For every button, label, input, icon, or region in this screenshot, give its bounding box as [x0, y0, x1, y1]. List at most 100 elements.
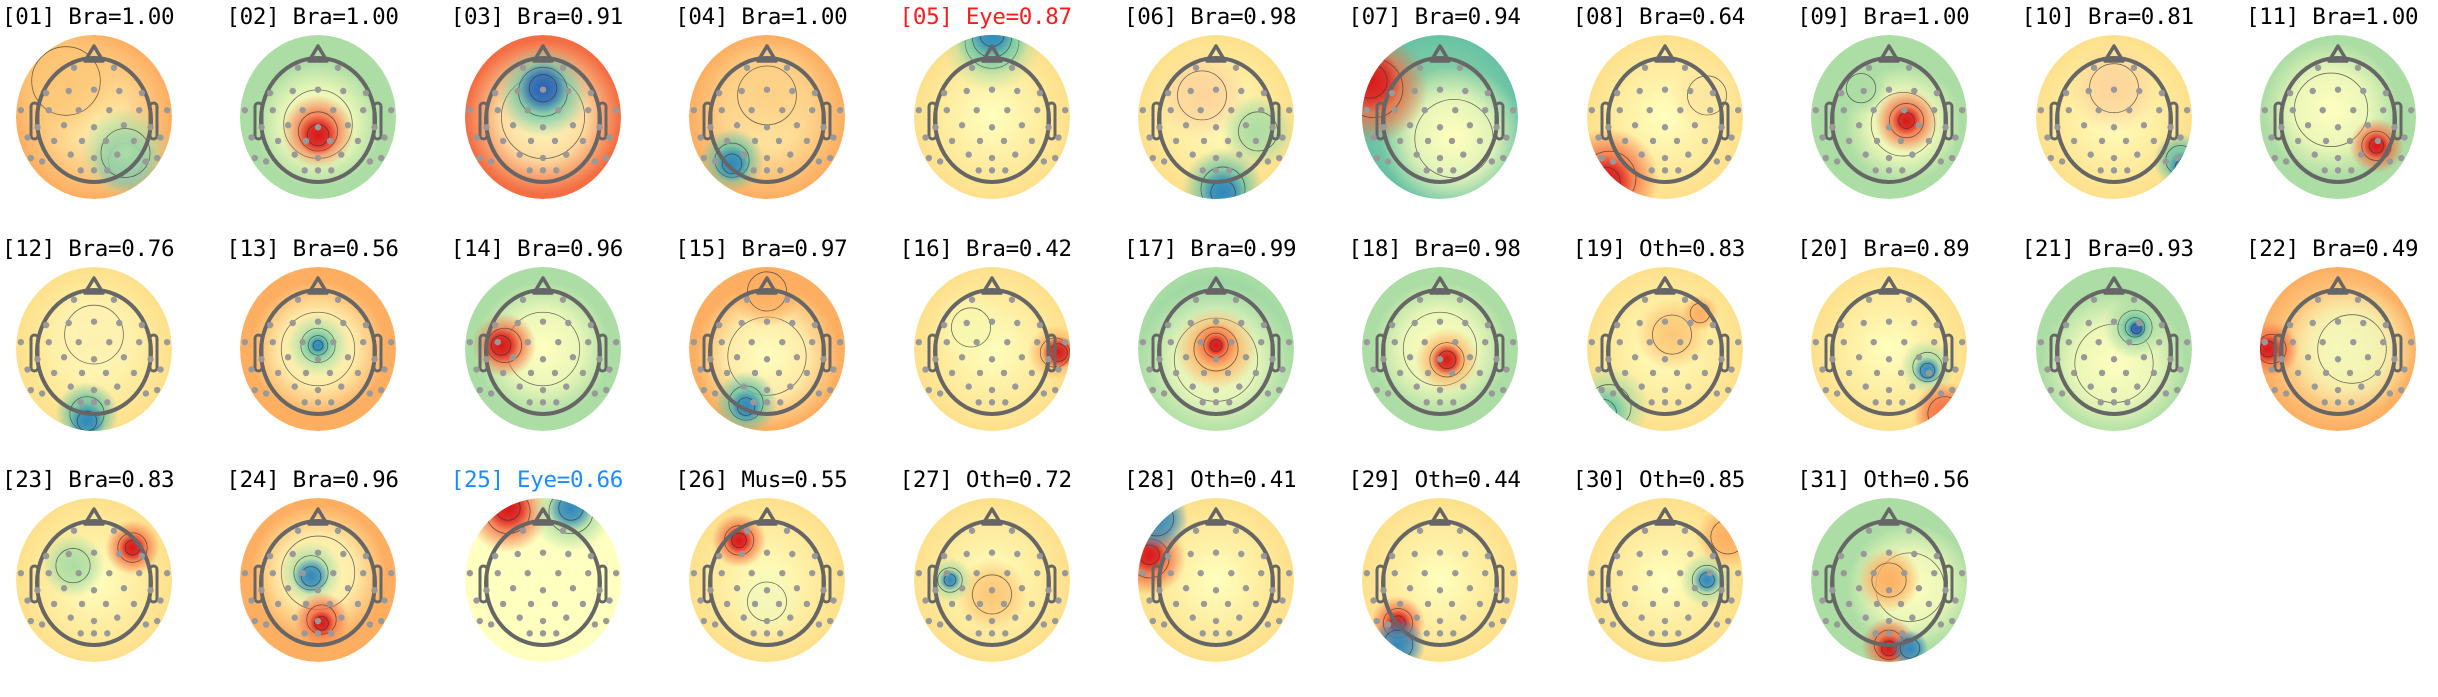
- electrode-dot: [1661, 86, 1668, 93]
- contour-line: [950, 306, 991, 347]
- scalp-topomap: [2260, 35, 2416, 199]
- electrode-dot: [1911, 319, 1918, 326]
- left-ear-icon: [927, 333, 938, 372]
- electrode-dot: [748, 106, 756, 114]
- electrode-dot: [820, 355, 827, 362]
- component-19: [19] Oth=0.83: [1573, 234, 1797, 466]
- electrode-dot: [102, 600, 110, 608]
- right-ear-icon: [597, 564, 608, 604]
- electrode-dot: [1000, 369, 1007, 376]
- electrode-dot: [2271, 386, 2279, 393]
- electrode-dot: [301, 167, 309, 174]
- contour-line: [1898, 112, 1915, 129]
- electrode-dot: [1449, 600, 1456, 608]
- electrode-dot: [1437, 630, 1444, 637]
- electrode-dot: [1500, 617, 1507, 625]
- electrode-dot: [752, 137, 759, 145]
- electrode-dot: [539, 167, 546, 174]
- electrode-dot: [1959, 106, 1966, 114]
- electrode-dot: [2062, 321, 2069, 328]
- electrode-dot: [809, 569, 816, 577]
- electrode-dot: [1709, 89, 1716, 97]
- activation-blob: [1221, 95, 1294, 168]
- component-24: [24] Bra=0.96: [226, 465, 450, 697]
- electrode-dot: [75, 338, 82, 345]
- electrode-dot: [1493, 124, 1501, 131]
- electrode-dot: [1959, 338, 1966, 345]
- electrode-dot: [2360, 87, 2367, 95]
- activation-blob: [968, 35, 1015, 57]
- electrode-dot: [2110, 167, 2117, 174]
- electrode-dot: [1856, 585, 1863, 592]
- electrode-dot: [2085, 87, 2092, 95]
- electrode-dot: [1812, 106, 1820, 114]
- electrode-dot: [295, 527, 302, 534]
- electrode-dot: [1911, 550, 1918, 558]
- activation-blob: [293, 558, 330, 595]
- electrode-dot: [1909, 151, 1916, 158]
- electrode-dot: [1212, 124, 1220, 131]
- electrode-dot: [378, 617, 385, 625]
- contour-line: [936, 567, 963, 593]
- electrode-dot: [60, 585, 68, 592]
- contour-line: [1919, 362, 1936, 378]
- nose-icon: [307, 44, 330, 63]
- electrode-dot: [1212, 86, 1220, 93]
- electrode-dot: [388, 106, 395, 114]
- electrode-dot: [367, 621, 374, 628]
- electrode-dot: [707, 587, 714, 594]
- electrode-dot: [584, 569, 592, 577]
- electrode-dot: [1397, 600, 1404, 608]
- electrode-dot: [775, 137, 783, 145]
- electrode-dot: [2319, 106, 2326, 114]
- electrode-dot: [1275, 154, 1283, 162]
- electrode-dot: [1212, 317, 1220, 325]
- electrode-dot: [700, 386, 708, 393]
- electrode-dot: [2261, 338, 2269, 345]
- electrode-dot: [940, 552, 947, 560]
- electrode-dot: [2268, 365, 2275, 373]
- electrode-dot: [1638, 614, 1645, 621]
- electrode-dot: [539, 617, 546, 625]
- component-label: [29] Oth=0.44: [1348, 467, 1521, 493]
- electrode-dot: [2133, 382, 2141, 390]
- electrode-dot: [988, 167, 995, 174]
- electrode-dot: [988, 630, 995, 637]
- scalp-topomap: [1586, 266, 1743, 431]
- electrode-dot: [2176, 134, 2184, 141]
- electrode-dot: [42, 89, 50, 97]
- right-ear-icon: [1270, 564, 1281, 604]
- electrode-dot: [1232, 64, 1240, 71]
- electrode-dot: [1621, 369, 1629, 376]
- electrode-dot: [2123, 398, 2131, 406]
- electrode-dot: [1605, 355, 1612, 362]
- electrode-dot: [2278, 355, 2285, 362]
- electrode-dot: [1450, 167, 1457, 174]
- electrode-dot: [338, 151, 345, 158]
- activation-blob: [1892, 106, 1922, 136]
- electrode-dot: [1182, 585, 1190, 592]
- electrode-dot: [248, 365, 256, 373]
- electrode-dot: [579, 137, 586, 145]
- electrode-dot: [106, 569, 113, 577]
- electrode-dot: [750, 167, 758, 174]
- electrode-dot: [315, 617, 322, 625]
- electrode-dot: [483, 124, 490, 131]
- electrode-dot: [275, 137, 282, 145]
- electrode-dot: [248, 134, 256, 141]
- electrode-dot: [1391, 569, 1399, 577]
- electrode-dot: [1000, 600, 1007, 608]
- electrode-dot: [1437, 617, 1444, 625]
- electrode-dot: [360, 338, 367, 345]
- electrode-dot: [473, 365, 480, 373]
- electrode-dot: [943, 569, 950, 577]
- electrode-dot: [1397, 369, 1404, 376]
- electrode-dot: [763, 617, 771, 625]
- electrode-dot: [157, 365, 164, 373]
- electrode-dot: [1139, 569, 1147, 577]
- electrode-dot: [136, 338, 143, 345]
- electrode-dot: [1164, 552, 1172, 560]
- electrode-dot: [1192, 64, 1200, 71]
- electrode-dot: [539, 386, 546, 393]
- activation-blob: [1695, 504, 1743, 569]
